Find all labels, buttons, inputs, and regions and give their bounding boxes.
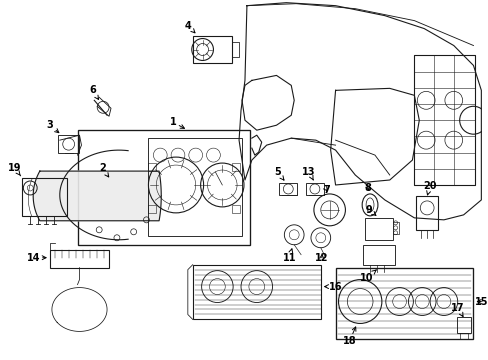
Bar [192,36,232,63]
Text: 6: 6 [89,85,99,99]
Text: 12: 12 [314,253,328,263]
Text: 3: 3 [46,120,59,133]
Bar [305,183,323,195]
Bar [50,250,109,268]
Bar [148,138,242,236]
Bar [365,218,392,240]
Text: 4: 4 [184,21,195,33]
Text: 9: 9 [365,205,375,215]
Text: 10: 10 [360,270,376,283]
Text: 2: 2 [99,163,108,177]
Bar [279,183,297,195]
Bar [456,318,469,333]
Bar [148,163,156,171]
Bar [413,55,474,185]
Text: 14: 14 [26,253,46,263]
Bar [232,163,240,171]
Text: 19: 19 [8,163,21,176]
Text: 15: 15 [474,297,487,306]
Bar [192,265,320,319]
Text: 1: 1 [169,117,184,129]
Text: 18: 18 [342,327,355,346]
Text: 20: 20 [423,181,436,195]
Text: 17: 17 [450,302,464,316]
Bar [232,205,240,213]
Text: 16: 16 [324,282,342,292]
Text: 8: 8 [364,183,371,193]
Bar [335,268,472,339]
Text: 13: 13 [302,167,315,180]
Bar [58,135,80,153]
Bar [78,130,249,245]
Bar [415,196,437,230]
Text: 7: 7 [323,185,329,195]
Polygon shape [33,171,161,221]
Bar [22,178,66,216]
Bar [363,245,394,265]
Text: 5: 5 [274,167,284,180]
Text: 11: 11 [282,249,295,263]
Bar [148,205,156,213]
